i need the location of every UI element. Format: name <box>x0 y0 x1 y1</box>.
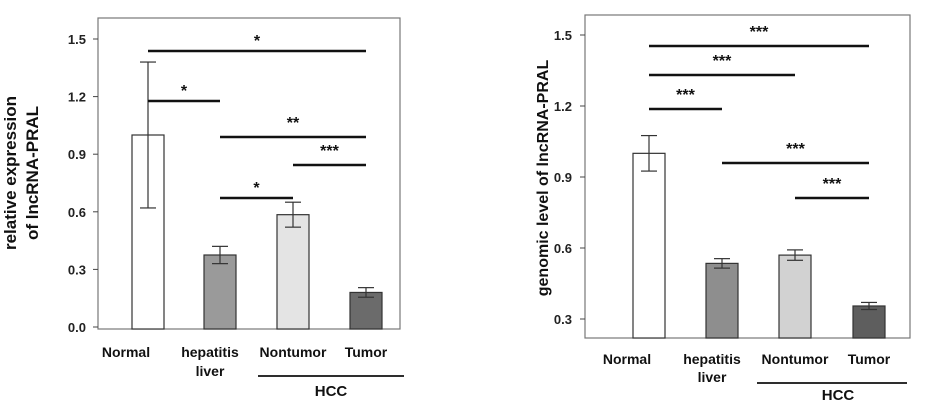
category-label: Normal <box>603 351 651 367</box>
significance-label: * <box>181 83 188 100</box>
y-axis-label-line: relative expression <box>1 96 20 250</box>
y-tick-label: 1.2 <box>68 90 86 105</box>
category-label: Nontumor <box>260 344 327 360</box>
category-label: Nontumor <box>762 351 829 367</box>
category-label: Tumor <box>345 344 388 360</box>
chart-panel-1: 0.0 0.3 0.6 0.9 1.2 1.5 relative expression of … <box>1 17 404 400</box>
category-label: liver <box>196 363 225 379</box>
category-label: hepatitis <box>181 344 239 360</box>
y-tick-label: 0.0 <box>68 320 86 335</box>
y-axis-label: genomic level of lncRNA-PRAL <box>535 60 552 297</box>
significance-label: *** <box>750 24 769 41</box>
y-tick-label: 0.3 <box>554 312 572 327</box>
bar-nontumor <box>778 254 812 339</box>
y-tick-label: 1.5 <box>554 28 572 43</box>
y-tick-label: 0.6 <box>68 205 86 220</box>
y-tick-label: 0.9 <box>554 170 572 185</box>
plot-frame <box>97 17 401 330</box>
significance-label: *** <box>676 87 695 104</box>
bar-tumor <box>349 291 383 330</box>
significance-label: *** <box>823 176 842 193</box>
y-tick-label: 1.2 <box>554 99 572 114</box>
chart-panel-2: 0.3 0.6 0.9 1.2 1.5 genomic level of lncRNA-P… <box>535 14 911 404</box>
y-tick-label: 0.6 <box>554 241 572 256</box>
category-label: liver <box>698 369 727 385</box>
bar-nontumor <box>276 214 310 330</box>
significance-label: *** <box>320 143 339 160</box>
significance-label: *** <box>786 141 805 158</box>
category-label: Tumor <box>848 351 891 367</box>
significance-label: * <box>254 33 261 50</box>
category-label: Normal <box>102 344 150 360</box>
y-axis-label: relative expression of lncRNA-PRAL <box>1 96 42 250</box>
bar-hepatitis-liver <box>705 262 739 339</box>
y-axis-label-line: genomic level of lncRNA-PRAL <box>535 60 552 297</box>
significance-label: ** <box>287 115 300 132</box>
bar-normal <box>632 152 666 339</box>
group-label: HCC <box>315 383 348 400</box>
y-tick-label: 1.5 <box>68 32 86 47</box>
bar-tumor <box>852 305 886 339</box>
group-label: HCC <box>822 387 855 404</box>
y-tick-label: 0.9 <box>68 147 86 162</box>
y-tick-label: 0.3 <box>68 262 86 277</box>
significance-label: *** <box>713 53 732 70</box>
y-axis-label-line: of lncRNA-PRAL <box>23 106 42 240</box>
bar-hepatitis-liver <box>203 254 237 330</box>
category-label: hepatitis <box>683 351 741 367</box>
significance-label: * <box>253 180 260 197</box>
